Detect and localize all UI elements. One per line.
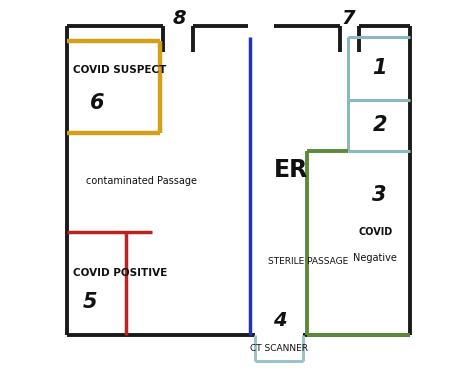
Text: 2: 2	[373, 115, 387, 135]
Text: 5: 5	[82, 292, 97, 312]
Text: 8: 8	[173, 9, 186, 28]
Text: 4: 4	[273, 311, 286, 330]
Text: 7: 7	[341, 9, 355, 28]
Text: STERILE PASSAGE: STERILE PASSAGE	[268, 257, 348, 266]
Text: COVID POSITIVE: COVID POSITIVE	[73, 268, 167, 278]
Text: Negative: Negative	[353, 253, 397, 263]
Text: 1: 1	[373, 58, 387, 78]
Text: 3: 3	[373, 185, 387, 205]
Text: COVID: COVID	[358, 227, 392, 237]
Text: ER: ER	[274, 158, 308, 182]
Text: CT SCANNER: CT SCANNER	[250, 344, 309, 353]
Text: COVID SUSPECT: COVID SUSPECT	[73, 65, 166, 75]
Text: 6: 6	[90, 93, 104, 113]
Text: contaminated Passage: contaminated Passage	[86, 176, 197, 186]
